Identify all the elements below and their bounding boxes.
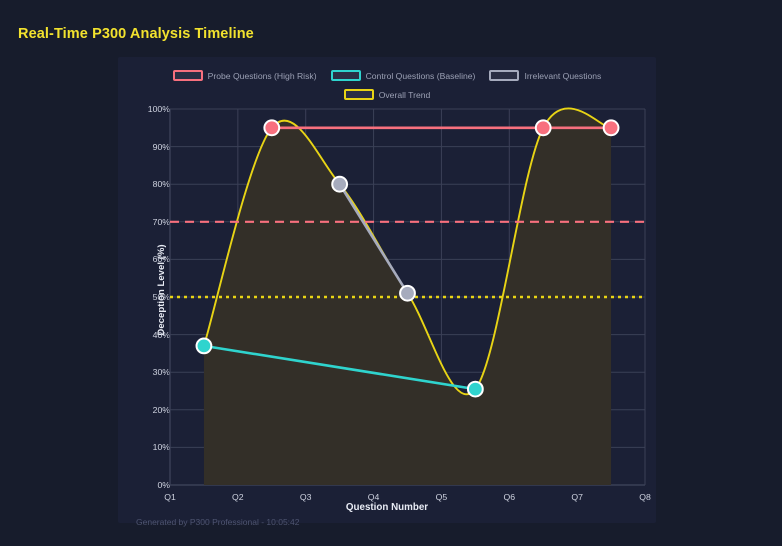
- y-tick-label: 60%: [152, 254, 170, 265]
- x-tick-label: Q4: [367, 492, 380, 502]
- legend-item-label: Irrelevant Questions: [524, 70, 602, 81]
- x-tick-label: Q6: [503, 492, 516, 502]
- data-point-marker[interactable]: [602, 119, 620, 137]
- y-tick-label: 70%: [152, 216, 170, 227]
- footer-text: Generated by P300 Professional - 10:05:4…: [136, 517, 300, 527]
- y-tick-label: 0%: [157, 480, 170, 490]
- data-point-marker[interactable]: [331, 175, 349, 193]
- x-tick-label: Q1: [164, 492, 176, 502]
- chart-legend: Probe Questions (High Risk) Control Quest…: [118, 68, 656, 102]
- x-tick-label: Q2: [232, 492, 244, 502]
- y-tick-label: 90%: [152, 141, 170, 152]
- y-tick-label: 20%: [152, 404, 170, 415]
- y-tick-label: 10%: [152, 442, 170, 453]
- legend-swatch-icon: [489, 70, 520, 81]
- y-tick-label: 40%: [152, 329, 170, 340]
- legend-swatch-icon: [172, 70, 203, 81]
- legend-item-label: Control Questions (Baseline): [365, 70, 476, 81]
- chart-canvas[interactable]: [118, 57, 656, 523]
- page-title: Real-Time P300 Analysis Timeline: [18, 26, 254, 42]
- data-point-marker[interactable]: [263, 119, 281, 137]
- legend-item-label: Probe Questions (High Risk): [207, 70, 317, 81]
- x-tick-label: Q5: [435, 492, 448, 502]
- series-line-control-questions-baseline: [202, 344, 477, 391]
- legend-swatch-icon: [343, 89, 374, 100]
- x-tick-label: Q7: [571, 492, 583, 502]
- y-tick-label: 50%: [152, 292, 170, 302]
- legend-swatch-icon: [330, 70, 361, 81]
- legend-item-label: Overall Trend: [378, 89, 431, 100]
- legend-item[interactable]: Probe Questions (High Risk): [172, 68, 317, 83]
- data-point-marker[interactable]: [195, 337, 213, 355]
- data-point-marker[interactable]: [534, 119, 552, 137]
- y-axis-ticks: 0% 10% 20% 30% 40% 50% 60% 70% 80% 90% 100%: [118, 57, 170, 523]
- plot-area-wrapper: Deception Level (%) 0% 10% 20% 30% 40% 50% 60%…: [118, 57, 656, 523]
- legend-item[interactable]: Control Questions (Baseline): [330, 68, 476, 83]
- x-tick-label: Q3: [299, 492, 312, 502]
- y-tick-label: 100%: [147, 104, 170, 114]
- legend-item[interactable]: Irrelevant Questions: [489, 68, 601, 83]
- series-line-irrelevant-questions: [338, 182, 409, 295]
- y-tick-label: 30%: [152, 367, 170, 378]
- chart-card: Probe Questions (High Risk) Control Quest…: [118, 57, 656, 527]
- x-tick-label: Q8: [639, 492, 651, 502]
- x-axis-title: Question Number: [345, 502, 429, 513]
- y-tick-label: 80%: [152, 179, 170, 190]
- legend-item[interactable]: Overall Trend: [343, 87, 431, 102]
- data-point-marker[interactable]: [399, 284, 416, 302]
- data-point-marker[interactable]: [466, 380, 484, 398]
